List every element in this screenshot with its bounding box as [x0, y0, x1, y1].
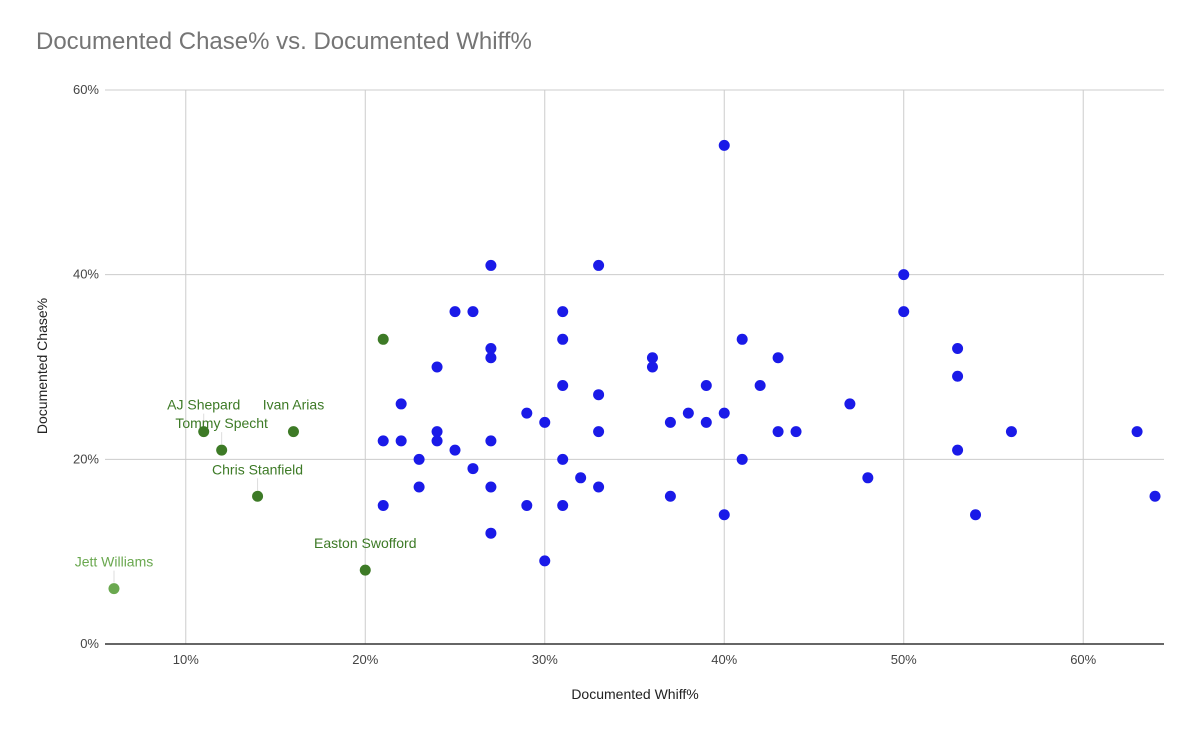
- data-point: [772, 426, 784, 438]
- x-axis-title: Documented Whiff%: [571, 686, 698, 702]
- data-point: [718, 139, 730, 151]
- data-point: [377, 435, 389, 447]
- data-point: [736, 333, 748, 345]
- data-point: [449, 444, 461, 456]
- data-point: [646, 352, 658, 364]
- data-point: [431, 426, 443, 438]
- data-point: [485, 352, 497, 364]
- label-leader-lines: [113, 413, 366, 583]
- data-point: [1005, 426, 1017, 438]
- data-point: [557, 453, 569, 465]
- x-tick-label: 30%: [532, 652, 558, 667]
- point-labels: AJ Shepard Tommy Specht Ivan Arias Chris St…: [75, 397, 417, 570]
- data-point: [395, 435, 407, 447]
- highlighted-data-point: [108, 583, 120, 595]
- data-points: [108, 139, 1161, 595]
- data-point: [700, 416, 712, 428]
- x-tick-label: 40%: [711, 652, 737, 667]
- x-tick-label: 50%: [891, 652, 917, 667]
- point-label: Easton Swofford: [314, 535, 416, 551]
- data-point: [952, 370, 964, 382]
- x-axis: 10% 20% 30% 40% 50% 60%: [105, 643, 1164, 667]
- data-point: [646, 361, 658, 373]
- data-point: [395, 398, 407, 410]
- data-point: [413, 453, 425, 465]
- data-point: [1149, 490, 1161, 502]
- x-tick-label: 20%: [352, 652, 378, 667]
- data-point: [718, 407, 730, 419]
- data-point: [431, 435, 443, 447]
- y-tick-label: 0%: [80, 636, 99, 651]
- data-point: [898, 269, 910, 281]
- highlighted-data-point: [359, 564, 371, 576]
- data-point: [664, 416, 676, 428]
- data-point: [485, 435, 497, 447]
- point-label: AJ Shepard: [167, 397, 240, 413]
- data-point: [467, 463, 479, 475]
- x-tick-label: 60%: [1070, 652, 1096, 667]
- highlighted-data-point: [287, 426, 299, 438]
- data-point: [736, 453, 748, 465]
- data-point: [521, 500, 533, 511]
- highlighted-data-point: [377, 333, 389, 345]
- highlighted-data-point: [216, 444, 228, 456]
- data-point: [557, 500, 569, 511]
- data-point: [557, 379, 569, 391]
- y-axis-title: Documented Chase%: [34, 298, 50, 434]
- grid-lines: [105, 89, 1164, 644]
- data-point: [898, 306, 910, 318]
- data-point: [413, 481, 425, 493]
- data-point: [431, 361, 443, 373]
- data-point: [772, 352, 784, 364]
- data-point: [593, 426, 605, 438]
- data-point: [970, 509, 982, 521]
- highlighted-data-point: [252, 490, 264, 502]
- chart-title: Documented Chase% vs. Documented Whiff%: [36, 28, 532, 55]
- data-point: [485, 343, 497, 355]
- point-label: Jett Williams: [75, 554, 154, 570]
- data-point: [754, 379, 766, 391]
- y-axis: 0% 20% 40% 60%: [73, 82, 99, 651]
- data-point: [593, 481, 605, 493]
- data-point: [539, 416, 551, 428]
- data-point: [700, 379, 712, 391]
- y-tick-label: 60%: [73, 82, 99, 97]
- point-label: Chris Stanfield: [212, 461, 303, 477]
- point-label: Tommy Specht: [175, 415, 268, 431]
- data-point: [521, 407, 533, 419]
- y-tick-label: 40%: [73, 267, 99, 282]
- data-point: [664, 490, 676, 502]
- data-point: [377, 500, 389, 511]
- data-point: [557, 333, 569, 345]
- data-point: [952, 444, 964, 456]
- data-point: [682, 407, 694, 419]
- data-point: [593, 389, 605, 401]
- data-point: [952, 343, 964, 355]
- data-point: [485, 527, 497, 539]
- data-point: [844, 398, 856, 410]
- data-point: [449, 306, 461, 318]
- data-point: [485, 259, 497, 271]
- data-point: [593, 259, 605, 271]
- data-point: [718, 509, 730, 521]
- data-point: [557, 306, 569, 318]
- highlighted-data-point: [198, 426, 210, 438]
- data-point: [575, 472, 587, 484]
- x-tick-label: 10%: [173, 652, 199, 667]
- data-point: [790, 426, 802, 438]
- data-point: [862, 472, 874, 484]
- point-label: Ivan Arias: [263, 397, 324, 413]
- data-point: [467, 306, 479, 318]
- data-point: [539, 555, 551, 567]
- y-tick-label: 20%: [73, 451, 99, 466]
- data-point: [1131, 426, 1143, 438]
- data-point: [485, 481, 497, 493]
